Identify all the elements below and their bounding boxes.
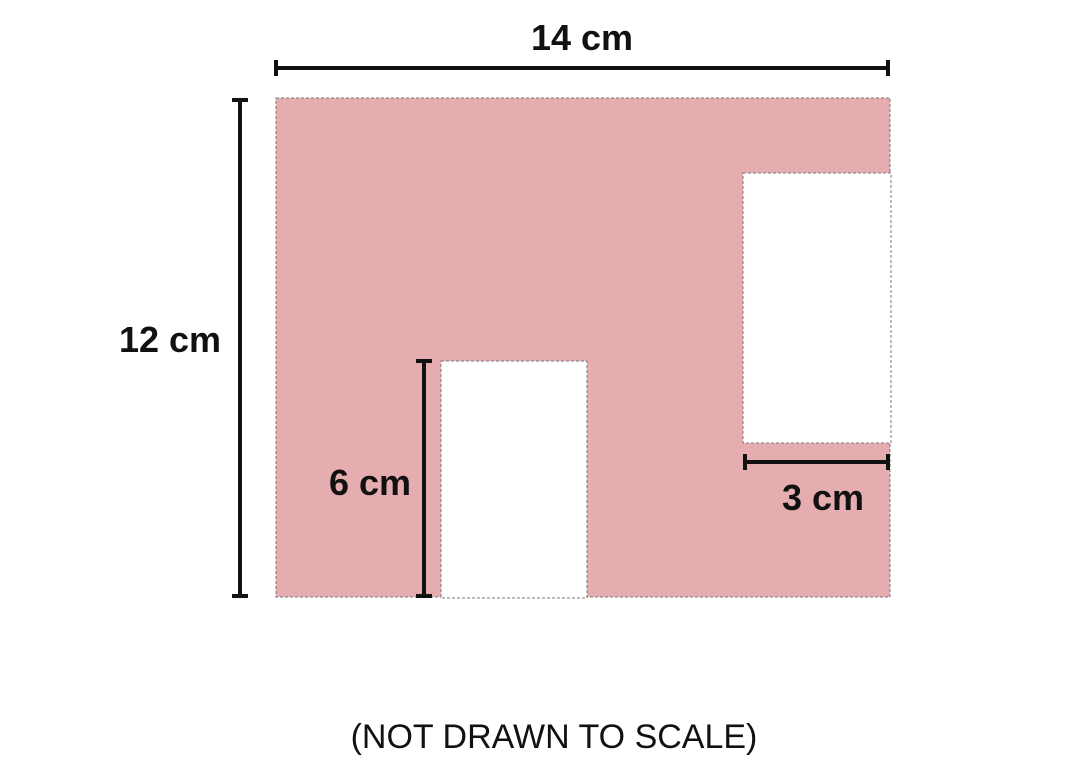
inner-width-dimension	[743, 454, 890, 470]
inner-height-label: 6 cm	[329, 462, 411, 503]
left-height-dimension	[232, 98, 248, 598]
top-width-dimension	[274, 60, 890, 76]
inner-height-dimension	[416, 359, 432, 598]
left-height-label: 12 cm	[119, 319, 221, 360]
right-cutout	[742, 172, 892, 444]
top-width-label: 14 cm	[531, 17, 633, 58]
inner-width-label: 3 cm	[782, 477, 864, 518]
scale-note: (NOT DRAWN TO SCALE)	[351, 718, 758, 756]
bottom-cutout	[440, 360, 588, 599]
